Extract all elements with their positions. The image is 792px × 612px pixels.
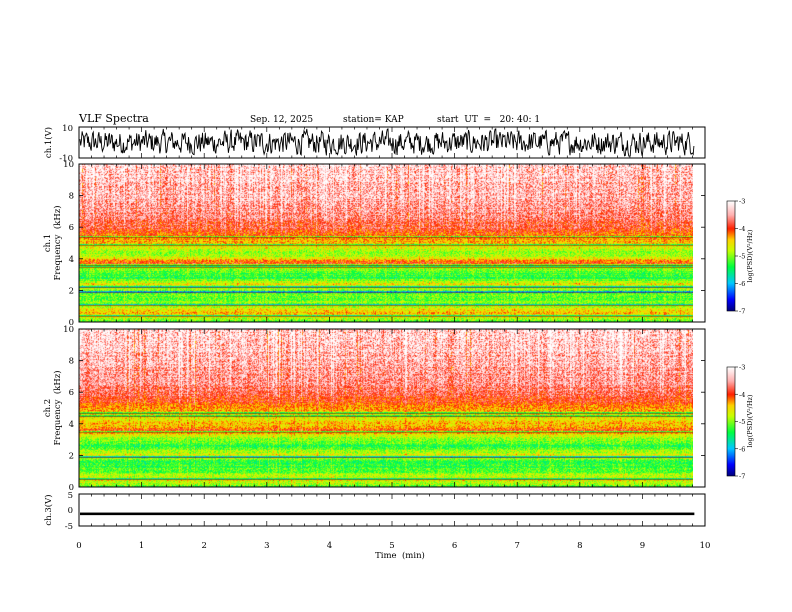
chart-title: VLF Spectra [78, 112, 149, 125]
ch1-waveform-ytick-top: 10 [62, 124, 73, 134]
start-time-label: start UT = 20: 40: 1 [437, 115, 540, 125]
ch1-colorbar: -3 -4 -5 -6 -7 log(PSD)(V²/Hz) [726, 198, 754, 316]
ch2-colorbar-tick-label: -7 [739, 473, 745, 481]
ch2-spectrogram-channel-label: ch.2 [43, 399, 53, 417]
time-axis-tick-label: 3 [264, 541, 269, 551]
time-axis-tick-label: 2 [201, 541, 206, 551]
ch1-spectrogram-ytick-label: 4 [69, 255, 74, 265]
ch1-spectrogram-ytick-label: 0 [69, 318, 74, 328]
ch1-spectrogram-panel: 0 2 4 6 8 10 ch.1 Frequency (kHz) [43, 160, 706, 328]
ch3-waveform-trace [80, 512, 695, 516]
ch2-colorbar-tick-label: -5 [739, 418, 745, 426]
ch1-colorbar-tick-label: -5 [739, 253, 745, 261]
time-axis-tick-label: 9 [640, 541, 645, 551]
ch1-colorbar-tick-label: -3 [739, 198, 745, 206]
ch1-colorbar-tick-label: -7 [739, 308, 745, 316]
ch3-waveform-ytick-top: 5 [68, 491, 73, 501]
time-axis: 0 1 2 3 4 5 6 7 8 9 10 [76, 127, 710, 551]
time-axis-tick-label: 0 [76, 541, 81, 551]
ch2-colorbar-tick-label: -6 [739, 445, 745, 453]
ch3-waveform-panel: 5 0 -5 ch.3(V) [43, 491, 706, 532]
ch1-waveform-ylabel: ch.1(V) [43, 127, 54, 158]
time-axis-label: Time (min) [375, 550, 425, 561]
time-axis-tick-label: 8 [577, 541, 582, 551]
recording-date: Sep. 12, 2025 [250, 115, 313, 125]
station-label: station= KAP [343, 115, 404, 125]
ch2-spectrogram-ytick-label: 6 [69, 388, 74, 398]
ch1-spectrogram-ylabel: Frequency (kHz) [52, 205, 63, 280]
ch1-colorbar-tick-label: -4 [739, 225, 745, 233]
time-axis-tick-label: 6 [452, 541, 457, 551]
ch1-spectrogram-ytick-label: 2 [69, 286, 74, 296]
ch1-spectrogram-ytick-label: 10 [63, 160, 74, 170]
ch1-spectrogram-image [79, 164, 693, 322]
time-axis-tick-label: 7 [514, 541, 519, 551]
time-axis-tick-label: 1 [139, 541, 144, 551]
ch2-colorbar-tick-label: -4 [739, 391, 745, 399]
time-axis-tick-label: 5 [389, 541, 394, 551]
ch1-colorbar-gradient [727, 201, 735, 311]
ch2-spectrogram-panel: 0 2 4 6 8 10 ch.2 Frequency (kHz) [43, 325, 706, 493]
ch3-waveform-ytick-mid: 0 [68, 506, 73, 516]
ch2-spectrogram-ytick-label: 8 [69, 357, 74, 367]
ch2-spectrogram-ytick-label: 10 [63, 325, 74, 335]
ch2-spectrogram-image [79, 329, 693, 487]
ch1-colorbar-tick-label: -6 [739, 280, 745, 288]
ch2-colorbar-tick-label: -3 [739, 364, 745, 372]
ch1-waveform-trace [79, 128, 695, 157]
ch2-spectrogram-ylabel: Frequency (kHz) [52, 370, 63, 445]
ch1-waveform-panel: 10 -10 ch.1(V) [43, 124, 706, 164]
ch2-colorbar: -3 -4 -5 -6 -7 log(PSD)(V²/Hz) [726, 364, 754, 481]
ch2-colorbar-gradient [727, 367, 735, 476]
ch2-spectrogram-ytick-label: 2 [69, 451, 74, 461]
ch1-spectrogram-ytick-label: 6 [69, 223, 74, 233]
ch2-colorbar-label: log(PSD)(V²/Hz) [746, 394, 754, 447]
ch1-spectrogram-ytick-label: 8 [69, 192, 74, 202]
ch1-spectrogram-channel-label: ch.1 [43, 234, 53, 252]
ch1-colorbar-label: log(PSD)(V²/Hz) [746, 229, 754, 282]
time-axis-tick-label: 4 [327, 541, 332, 551]
time-axis-tick-label: 10 [700, 541, 711, 551]
ch1-waveform-ytick-bottom: -10 [59, 154, 73, 164]
ch3-waveform-ylabel: ch.3(V) [43, 494, 54, 525]
ch3-waveform-ytick-bottom: -5 [65, 522, 73, 532]
ch2-spectrogram-ytick-label: 4 [69, 420, 74, 430]
ch2-spectrogram-ytick-label: 0 [69, 483, 74, 493]
